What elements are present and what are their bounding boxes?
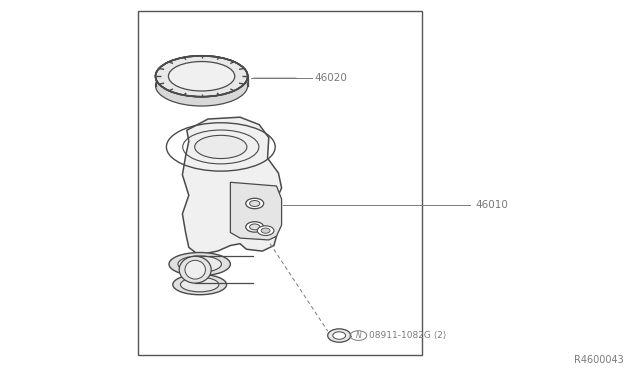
Ellipse shape [180,278,219,292]
Text: R4600043: R4600043 [574,355,624,365]
Polygon shape [230,182,282,240]
Ellipse shape [179,256,211,283]
Ellipse shape [168,61,235,91]
Text: 08911-1082G ⟨2⟩: 08911-1082G ⟨2⟩ [369,331,446,340]
Ellipse shape [195,135,247,158]
Ellipse shape [169,253,230,276]
Ellipse shape [156,56,248,97]
Text: N: N [356,331,361,340]
Ellipse shape [185,260,205,279]
Circle shape [250,224,260,230]
Circle shape [257,226,274,235]
Circle shape [246,198,264,209]
Circle shape [246,222,264,232]
Ellipse shape [178,256,221,272]
Text: 46010: 46010 [476,200,508,209]
Polygon shape [182,117,282,255]
Ellipse shape [156,72,248,86]
Ellipse shape [168,61,235,91]
Circle shape [261,228,270,233]
Bar [138,11,422,355]
Ellipse shape [173,275,227,295]
Circle shape [333,332,346,339]
Ellipse shape [156,65,248,106]
Circle shape [328,329,351,342]
Text: 46020: 46020 [315,73,348,83]
Circle shape [250,201,260,206]
Ellipse shape [156,56,248,97]
